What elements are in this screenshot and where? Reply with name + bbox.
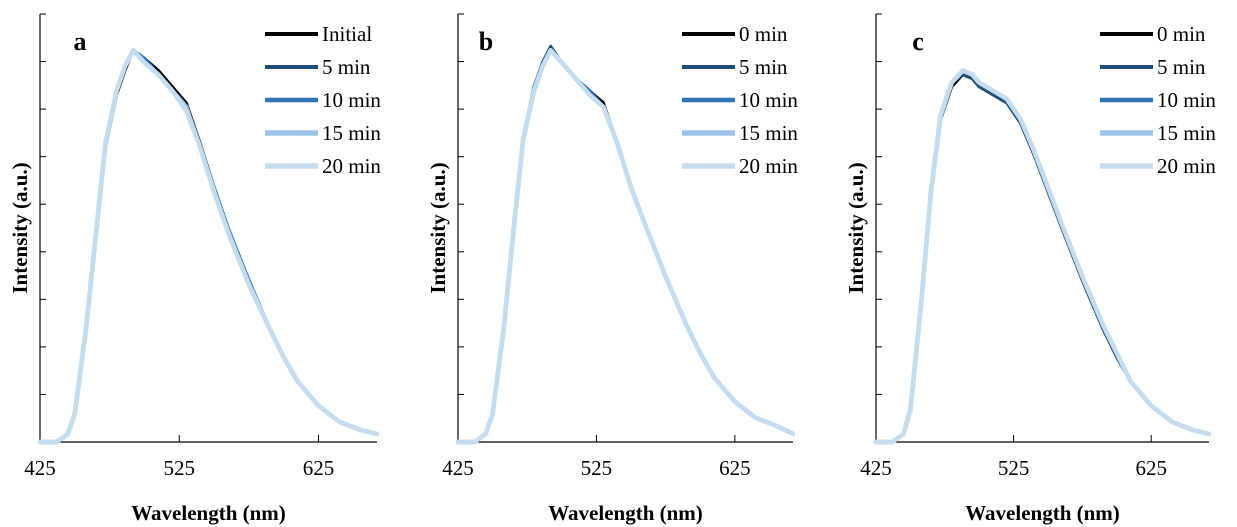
legend-label: Initial <box>322 22 372 46</box>
series-line-20-min <box>455 48 796 445</box>
x-tick-label: 625 <box>303 456 335 480</box>
series-line-20-min <box>873 68 1212 445</box>
panel-label: c <box>912 27 924 56</box>
y-axis-title: Intensity (a.u.) <box>844 162 868 293</box>
chart-panel-b: 425 525 625 Wavelength (nm) Intensity (a.u.)… <box>426 13 798 525</box>
legend-label: 5 min <box>1157 55 1206 79</box>
x-tick-label: 425 <box>860 456 892 480</box>
x-tick-label: 625 <box>719 456 751 480</box>
x-axis-title: Wavelength (nm) <box>131 501 286 525</box>
panel-label: a <box>74 27 87 56</box>
x-tick-label: 525 <box>581 456 613 480</box>
legend-label: 15 min <box>739 121 798 145</box>
x-axis-title: Wavelength (nm) <box>548 501 703 525</box>
legend-label: 20 min <box>1157 154 1216 178</box>
legend-label: 15 min <box>1157 121 1216 145</box>
x-axis-title: Wavelength (nm) <box>965 501 1120 525</box>
y-axis-title: Intensity (a.u.) <box>8 162 32 293</box>
legend-label: 20 min <box>322 154 381 178</box>
legend-label: 0 min <box>1157 22 1206 46</box>
legend-label: 10 min <box>322 88 381 112</box>
chart-panel-c: 425 525 625 Wavelength (nm) Intensity (a.u.)… <box>844 13 1216 525</box>
legend-label: 20 min <box>739 154 798 178</box>
x-tick-label: 425 <box>442 456 474 480</box>
x-tick-label: 625 <box>1135 456 1167 480</box>
x-tick-label: 525 <box>164 456 196 480</box>
chart-panel-a: 425 525 625 Wavelength (nm) Intensity (a.u.)… <box>8 13 381 525</box>
legend-label: 5 min <box>322 55 371 79</box>
legend-label: 15 min <box>322 121 381 145</box>
x-tick-label: 425 <box>24 456 56 480</box>
legend-label: 10 min <box>1157 88 1216 112</box>
panel-label: b <box>479 27 493 56</box>
legend-label: 10 min <box>739 88 798 112</box>
legend-label: 5 min <box>739 55 788 79</box>
legend-label: 0 min <box>739 22 788 46</box>
x-tick-label: 525 <box>998 456 1030 480</box>
series-line-20-min <box>37 48 380 445</box>
y-axis-title: Intensity (a.u.) <box>426 162 450 293</box>
